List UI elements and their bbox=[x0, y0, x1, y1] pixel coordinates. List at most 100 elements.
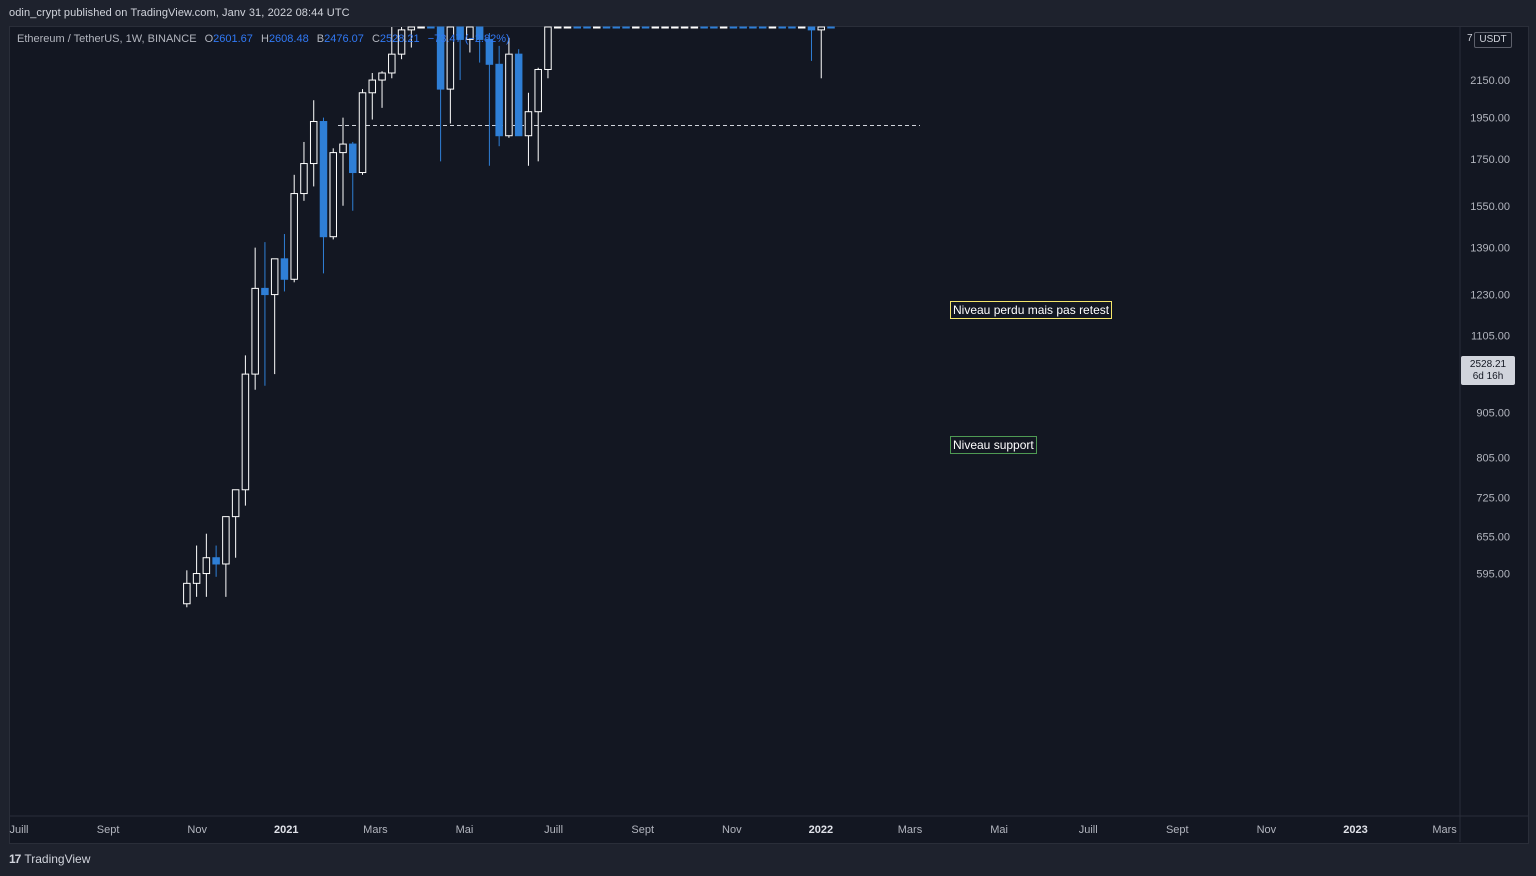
candle-down bbox=[319, 121, 328, 238]
candle-down bbox=[212, 557, 220, 565]
tradingview-brand: TradingView bbox=[24, 852, 91, 866]
candle-up bbox=[446, 26, 455, 90]
candle-down bbox=[280, 258, 289, 280]
price-tick-label: 2150.00 bbox=[1470, 75, 1510, 87]
candle-down bbox=[485, 38, 494, 65]
candle-up bbox=[544, 26, 552, 70]
candles-layer bbox=[183, 26, 835, 608]
last-price-tag: 2528.21 6d 16h bbox=[1461, 356, 1515, 385]
candle-up bbox=[534, 68, 542, 113]
candle-down bbox=[456, 26, 464, 40]
price-tick-label: 1550.00 bbox=[1470, 201, 1510, 213]
high-label: H bbox=[260, 33, 269, 45]
price-tick-label: 595.00 bbox=[1476, 569, 1510, 581]
candle-down bbox=[612, 26, 621, 29]
change-value: −73.47 (−2.82%) bbox=[427, 33, 510, 45]
candle-down bbox=[261, 287, 269, 296]
candle-up bbox=[222, 516, 230, 565]
candle-up bbox=[632, 26, 640, 29]
candle-up bbox=[358, 92, 367, 174]
high-value: 2608.48 bbox=[268, 33, 309, 45]
price-tick-label: 725.00 bbox=[1476, 493, 1510, 505]
price-axis-top-digit: 7 bbox=[1467, 33, 1473, 44]
currency-unit-button[interactable]: USDT bbox=[1474, 32, 1512, 48]
candle-down bbox=[788, 26, 796, 29]
candle-up bbox=[329, 152, 337, 238]
candle-up bbox=[270, 258, 279, 296]
candle-up bbox=[339, 143, 347, 154]
price-tick-label: 1950.00 bbox=[1470, 113, 1510, 125]
candle-down bbox=[749, 26, 757, 29]
candle-up bbox=[553, 26, 562, 29]
close-value: 2528.21 bbox=[379, 33, 420, 45]
time-tick-label: Mars bbox=[363, 824, 388, 836]
price-tick-label: 805.00 bbox=[1476, 452, 1510, 464]
candle-down bbox=[622, 26, 630, 29]
candle-down bbox=[427, 26, 435, 29]
time-tick-label: 2023 bbox=[1343, 824, 1367, 836]
time-tick-label: Juill bbox=[544, 824, 563, 836]
candle-up bbox=[183, 582, 191, 605]
time-tick-label: Nov bbox=[1257, 824, 1277, 836]
support-annotation[interactable]: Niveau support bbox=[950, 436, 1037, 454]
candle-up bbox=[388, 53, 396, 74]
time-tick-label: Sept bbox=[97, 824, 120, 836]
symbol-name[interactable]: Ethereum / TetherUS, 1W, BINANCE bbox=[17, 33, 197, 45]
candle-up bbox=[241, 373, 250, 491]
candle-up bbox=[309, 121, 318, 165]
price-tick-label: 905.00 bbox=[1476, 407, 1510, 419]
candle-up bbox=[690, 26, 699, 29]
time-tick-label: Nov bbox=[722, 824, 742, 836]
candle-down bbox=[436, 26, 445, 90]
price-tick-label: 1105.00 bbox=[1471, 331, 1510, 343]
candle-up bbox=[817, 26, 825, 31]
candle-up bbox=[251, 287, 259, 375]
candle-down bbox=[475, 26, 484, 40]
candle-up bbox=[192, 573, 201, 584]
candle-down bbox=[700, 26, 708, 29]
candle-up bbox=[368, 79, 377, 94]
candle-down bbox=[827, 26, 835, 29]
low-label: B bbox=[316, 33, 325, 45]
resistance-annotation[interactable]: Niveau perdu mais pas retest bbox=[950, 301, 1113, 319]
tradingview-logo[interactable]: 17 TradingView bbox=[9, 852, 90, 866]
candle-down bbox=[495, 63, 503, 137]
price-tick-label: 1390.00 bbox=[1470, 243, 1510, 255]
price-tick-label: 1230.00 bbox=[1470, 290, 1510, 302]
candle-up bbox=[417, 26, 425, 29]
time-tick-label: Mai bbox=[990, 824, 1008, 836]
candle-down bbox=[641, 26, 650, 29]
time-tick-label: Juill bbox=[10, 824, 29, 836]
time-tick-label: Sept bbox=[631, 824, 654, 836]
candle-up bbox=[661, 26, 669, 29]
publisher-header: odin_crypt published on TradingView.com,… bbox=[0, 0, 1536, 26]
candle-down bbox=[778, 26, 786, 29]
candle-up bbox=[300, 163, 308, 195]
candle-down bbox=[758, 26, 767, 29]
symbol-legend[interactable]: Ethereum / TetherUS, 1W, BINANCE O2601.6… bbox=[17, 33, 510, 45]
candle-up bbox=[593, 26, 601, 29]
candle-up bbox=[397, 29, 406, 55]
open-value: 2601.67 bbox=[213, 33, 253, 45]
close-label: C bbox=[371, 33, 380, 45]
candle-up bbox=[231, 489, 240, 518]
candle-up bbox=[505, 53, 513, 137]
candle-up bbox=[563, 26, 572, 29]
time-tick-label: 2022 bbox=[809, 824, 833, 836]
last-price: 2528.21 bbox=[1469, 359, 1507, 370]
price-tick-label: 1750.00 bbox=[1470, 154, 1510, 166]
candle-down bbox=[739, 26, 747, 29]
chart-frame[interactable] bbox=[9, 26, 1529, 844]
low-value: 2476.07 bbox=[324, 33, 364, 45]
time-tick-label: Juill bbox=[1079, 824, 1098, 836]
time-tick-label: Nov bbox=[187, 824, 207, 836]
candle-down bbox=[807, 26, 816, 31]
candle-down bbox=[729, 26, 738, 29]
candle-down bbox=[583, 26, 591, 29]
time-tick-label: Mai bbox=[456, 824, 474, 836]
candle-down bbox=[514, 53, 523, 137]
time-tick-label: Mars bbox=[898, 824, 923, 836]
time-tick-label: Mars bbox=[1432, 824, 1457, 836]
candle-down bbox=[349, 143, 357, 174]
